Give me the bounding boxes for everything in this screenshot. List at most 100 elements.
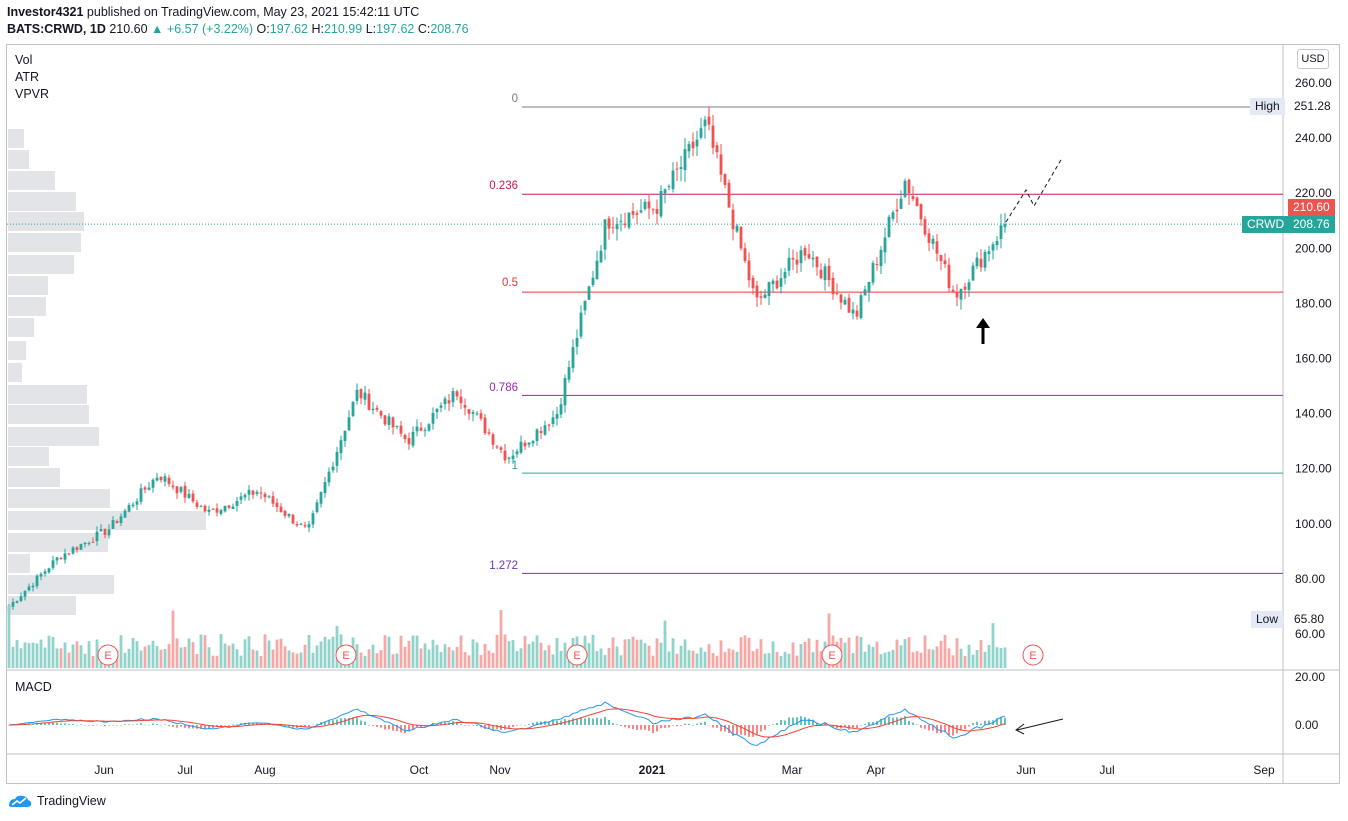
volume-bar: [627, 639, 631, 668]
macd-histogram-bar: [928, 725, 930, 731]
candle-body: [111, 520, 115, 529]
volume-bar: [487, 650, 491, 668]
low-tag-label: Low: [1251, 611, 1284, 628]
symbol-label[interactable]: BATS:CRWD, 1D: [7, 22, 106, 36]
chart-frame[interactable]: [6, 44, 1340, 784]
macd-histogram-bar: [868, 722, 870, 725]
volume-bar: [747, 637, 751, 668]
macd-histogram-bar: [428, 725, 430, 726]
macd-histogram-bar: [184, 725, 186, 728]
macd-histogram-bar: [768, 725, 770, 726]
candle-body: [739, 226, 743, 249]
candle-body: [783, 271, 787, 279]
volume-bar: [27, 643, 31, 668]
volume-bar: [707, 644, 711, 668]
candle-body: [535, 429, 539, 441]
macd-histogram-bar: [148, 724, 150, 726]
last-price: 210.60: [109, 22, 148, 36]
candle-body: [147, 487, 151, 490]
candle-body: [775, 280, 779, 289]
macd-histogram-bar: [552, 720, 554, 725]
volume-bar: [215, 655, 219, 668]
publisher-name[interactable]: Investor4321: [7, 5, 84, 19]
open-value: 197.62: [269, 22, 308, 36]
y-tick-label: 120.00: [1295, 462, 1332, 476]
candle-body: [983, 251, 987, 268]
volume-bar: [431, 639, 435, 668]
candle-body: [931, 238, 935, 244]
indicator-atr[interactable]: ATR: [15, 70, 40, 84]
candle-body: [403, 434, 407, 440]
candle-body: [807, 254, 811, 259]
volume-bar: [923, 635, 927, 668]
candle-body: [771, 280, 775, 285]
macd-histogram-bar: [808, 718, 810, 725]
candle-body: [383, 415, 387, 425]
volume-bar: [303, 644, 307, 668]
macd-histogram-bar: [496, 725, 498, 729]
volume-bar: [43, 647, 47, 668]
macd-histogram-bar: [328, 720, 330, 725]
volume-bar: [15, 640, 19, 668]
candle-body: [127, 504, 131, 512]
candle-body: [879, 249, 883, 267]
indicator-vpvr[interactable]: VPVR: [15, 87, 50, 101]
macd-histogram-bar: [476, 725, 478, 726]
candle-body: [43, 571, 47, 574]
volume-bar: [423, 643, 427, 668]
macd-histogram-bar: [152, 723, 154, 725]
candle-body: [431, 412, 435, 424]
low-label: L:: [365, 22, 377, 36]
macd-label[interactable]: MACD: [15, 680, 52, 694]
macd-histogram-bar: [300, 725, 302, 727]
volume-bar: [359, 652, 363, 668]
candle-body: [287, 514, 291, 517]
currency-button[interactable]: USD: [1297, 49, 1329, 69]
macd-histogram-bar: [104, 725, 106, 727]
volume-bar: [555, 637, 559, 668]
candle-body: [835, 293, 839, 295]
candle-body: [887, 216, 891, 238]
indicator-vol[interactable]: Vol: [15, 53, 33, 67]
macd-histogram-bar: [76, 724, 78, 726]
volume-bar: [291, 652, 295, 668]
volume-bar: [235, 649, 239, 668]
volume-bar: [515, 651, 519, 668]
volume-bar: [439, 651, 443, 668]
macd-histogram-bar: [60, 723, 62, 725]
candle-body: [499, 447, 503, 450]
macd-histogram-bar: [656, 725, 658, 732]
volume-bar: [639, 639, 643, 668]
x-tick-label: 2021: [639, 763, 666, 777]
macd-histogram-bar: [444, 722, 446, 725]
volume-bar: [403, 646, 407, 668]
volume-bar: [187, 638, 191, 668]
macd-histogram-bar: [228, 725, 230, 726]
macd-histogram-bar: [744, 725, 746, 736]
macd-histogram-bar: [520, 724, 522, 726]
macd-histogram-bar: [1000, 717, 1002, 725]
macd-histogram-bar: [420, 725, 422, 728]
macd-histogram-bar: [812, 719, 814, 725]
macd-histogram-bar: [140, 723, 142, 725]
candle-body: [327, 471, 331, 483]
volume-bar: [603, 654, 607, 668]
volume-bar: [1003, 647, 1007, 668]
candle-body: [303, 524, 307, 527]
volume-bar: [675, 653, 679, 668]
macd-histogram-bar: [772, 724, 774, 725]
macd-histogram-bar: [164, 724, 166, 726]
candle-body: [615, 224, 619, 230]
tradingview-brand[interactable]: TradingView: [7, 794, 106, 808]
macd-histogram-bar: [676, 725, 678, 727]
earnings-marker: [566, 644, 588, 666]
volume-bar: [739, 637, 743, 668]
volume-bar: [735, 651, 739, 668]
candle-body: [363, 392, 367, 400]
candle-body: [123, 510, 127, 518]
macd-histogram-bar: [932, 725, 934, 731]
volume-bar: [635, 639, 639, 668]
macd-histogram-bar: [524, 725, 526, 726]
macd-histogram-bar: [816, 722, 818, 725]
